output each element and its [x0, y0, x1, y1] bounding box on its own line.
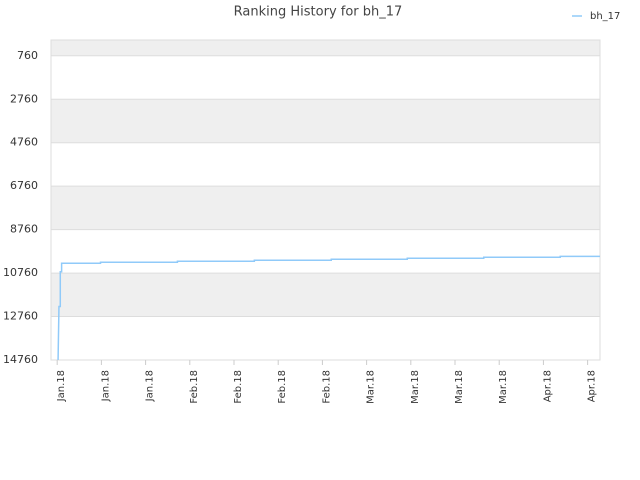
- y-tick-label: 760: [17, 49, 38, 62]
- x-tick-label: Mar.18: [498, 370, 509, 404]
- plot-band: [51, 229, 600, 274]
- x-tick-label: Jan.18: [100, 370, 111, 402]
- chart-title: Ranking History for bh_17: [234, 5, 403, 20]
- plot-border: [50, 39, 601, 361]
- x-tick-label: Feb.18: [321, 370, 332, 404]
- plot-band: [51, 40, 600, 56]
- plot-band: [51, 99, 600, 143]
- x-tick-label: Mar.18: [454, 370, 465, 404]
- x-tick-label: Apr.18: [542, 370, 553, 402]
- plot-band: [51, 142, 600, 187]
- plot-band: [51, 316, 600, 360]
- plot-band: [51, 273, 600, 317]
- series-line: [57, 255, 600, 361]
- legend-label: bh_17: [590, 11, 620, 22]
- plot-band: [51, 186, 600, 230]
- y-tick-label: 10760: [3, 266, 38, 279]
- x-tick-label: Jan.18: [145, 370, 156, 402]
- x-tick-label: Feb.18: [277, 370, 288, 404]
- y-tick-label: 12760: [3, 310, 38, 323]
- x-tick-label: Apr.18: [587, 370, 598, 402]
- x-tick-label: Mar.18: [410, 370, 421, 404]
- y-tick-label: 4760: [10, 136, 38, 149]
- x-tick-label: Jan.18: [56, 370, 67, 402]
- x-tick-label: Mar.18: [366, 370, 377, 404]
- plot-band: [51, 55, 600, 100]
- y-tick-label: 14760: [3, 353, 38, 366]
- y-tick-label: 6760: [10, 179, 38, 192]
- y-tick-label: 2760: [10, 92, 38, 105]
- y-tick-label: 8760: [10, 223, 38, 236]
- x-tick-label: Feb.18: [233, 370, 244, 404]
- x-tick-label: Feb.18: [189, 370, 200, 404]
